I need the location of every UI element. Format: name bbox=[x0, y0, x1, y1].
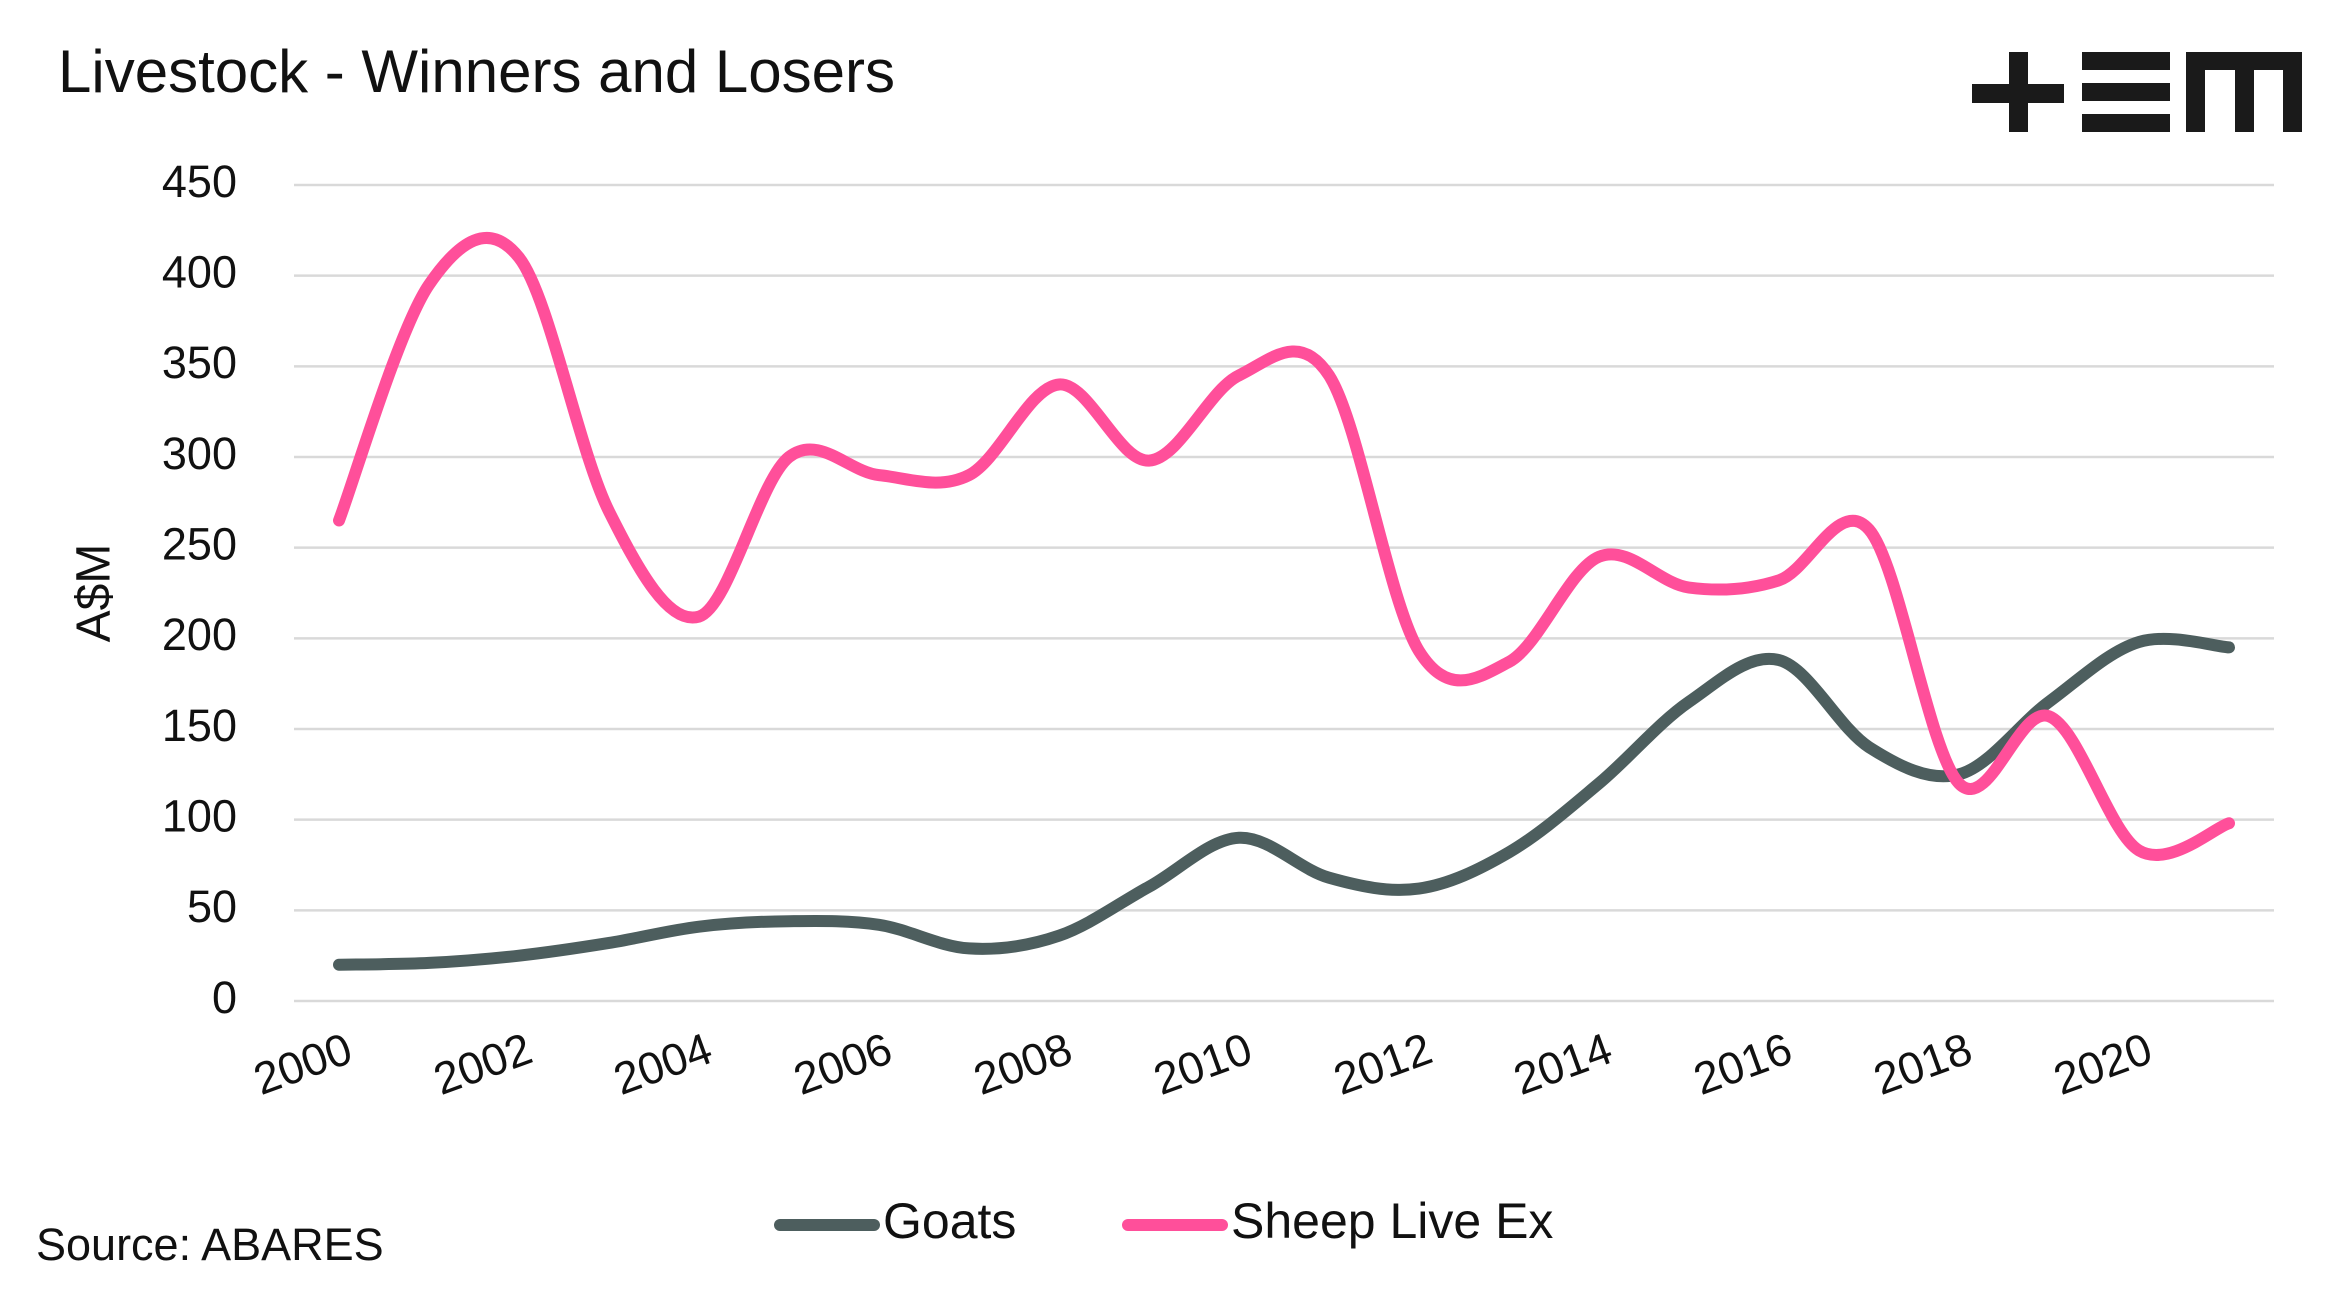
y-tick-label: 450 bbox=[162, 156, 237, 207]
legend-label: Goats bbox=[883, 1193, 1016, 1249]
series-line bbox=[333, 632, 2235, 971]
y-tick-label: 400 bbox=[162, 247, 237, 298]
y-tick-label: 150 bbox=[162, 700, 237, 751]
y-axis-label: A$M bbox=[68, 544, 121, 643]
logo bbox=[1972, 52, 2302, 132]
y-tick-label: 300 bbox=[162, 428, 237, 479]
y-tick-label: 50 bbox=[187, 881, 237, 932]
y-tick-label: 350 bbox=[162, 337, 237, 388]
series-line bbox=[333, 232, 2235, 861]
source-note: Source: ABARES bbox=[36, 1219, 384, 1270]
y-tick-label: 0 bbox=[212, 972, 237, 1023]
y-tick-label: 200 bbox=[162, 609, 237, 660]
legend-label: Sheep Live Ex bbox=[1231, 1193, 1553, 1249]
y-tick-label: 100 bbox=[162, 791, 237, 842]
y-tick-label: 250 bbox=[162, 519, 237, 570]
chart-title: Livestock - Winners and Losers bbox=[58, 38, 895, 105]
